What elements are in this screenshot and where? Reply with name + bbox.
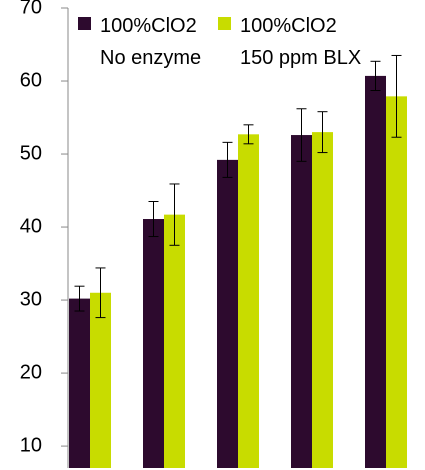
y-tick-label: 40 [20, 215, 42, 237]
error-bar [148, 200, 159, 238]
legend-label: 100%ClO2 150 ppm BLX [240, 15, 362, 69]
bar [164, 214, 185, 468]
y-tick-label: 30 [20, 288, 42, 310]
legend-item: 100%ClO2 No enzyme [78, 10, 201, 74]
y-tick-label: 20 [20, 361, 42, 383]
bar [291, 135, 312, 469]
error-bar [391, 54, 402, 138]
legend-label: 100%ClO2 No enzyme [100, 15, 202, 69]
bar [386, 96, 407, 468]
bar [365, 75, 386, 469]
error-bar [243, 124, 254, 145]
error-bar [74, 285, 85, 312]
y-tick-label: 10 [20, 434, 42, 456]
error-bar [317, 111, 328, 154]
bar [90, 292, 111, 468]
error-bar [222, 141, 233, 178]
y-tick-label: 70 [20, 0, 42, 18]
error-bar [370, 60, 381, 92]
error-bar [296, 108, 307, 162]
y-tick-label: 50 [20, 142, 42, 164]
bar [217, 159, 238, 468]
legend-swatch [218, 17, 231, 30]
bar [69, 298, 90, 468]
bar [312, 132, 333, 468]
legend-swatch [78, 17, 91, 30]
legend-item: 100%ClO2 150 ppm BLX [218, 10, 361, 74]
bar [238, 134, 259, 469]
error-bar [95, 267, 106, 319]
y-tick-label: 60 [20, 69, 42, 91]
error-bar [169, 183, 180, 246]
bar [143, 219, 164, 468]
